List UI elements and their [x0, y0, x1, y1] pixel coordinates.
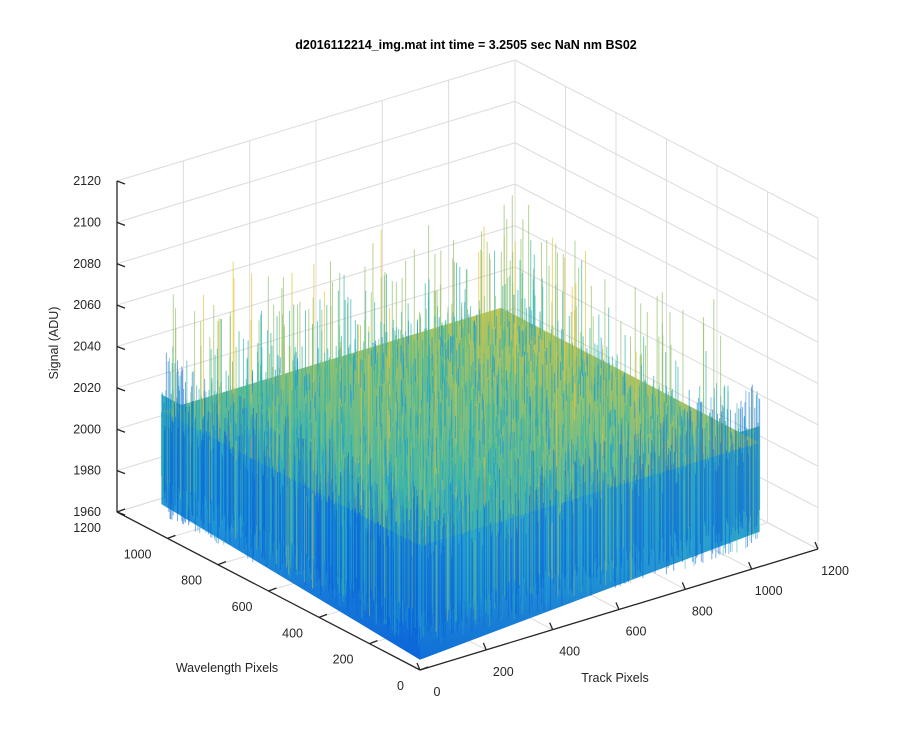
y-tick-mark [369, 640, 378, 645]
z-tick-label: 1960 [73, 505, 101, 519]
y-tick-label: 600 [232, 600, 253, 614]
x-tick-mark [681, 582, 686, 590]
x-tick-label: 800 [692, 604, 713, 618]
x-axis-label: Track Pixels [581, 671, 649, 685]
side-wall-grid-line [514, 59, 819, 219]
back-wall-grid-line [116, 266, 516, 389]
x-tick-mark [416, 662, 421, 671]
side-wall-grid-line [514, 100, 819, 260]
y-tick-label: 800 [181, 574, 202, 588]
z-tick-label: 2060 [73, 298, 101, 312]
z-tick-mark [116, 428, 126, 433]
z-tick-label: 2120 [73, 174, 101, 188]
side-wall-grid-line [514, 142, 819, 302]
side-wall-grid-line [514, 225, 819, 384]
y-tick-mark [116, 508, 126, 513]
z-tick-mark [116, 180, 126, 185]
y-tick-label: 200 [333, 653, 354, 667]
y-axis-label: Wavelength Pixels [176, 661, 278, 675]
y-tick-label: 400 [282, 626, 303, 640]
x-tick-label: 1000 [755, 584, 783, 598]
back-wall-grid-line [116, 142, 516, 265]
z-tick-label: 1980 [73, 464, 101, 478]
surface-layer [160, 195, 761, 660]
x-tick-mark [482, 642, 487, 651]
ticks-layer: 0 200 400 600 800 1000 1200 0 200 400 600 800 1000 12… [73, 174, 849, 699]
y-tick-mark [268, 587, 277, 592]
x-tick-label: 600 [626, 625, 647, 639]
z-tick-mark [116, 511, 126, 516]
z-tick-label: 2000 [73, 422, 101, 436]
z-tick-mark [116, 263, 126, 268]
z-tick-label: 2100 [73, 215, 101, 229]
z-tick-label: 2080 [73, 257, 101, 271]
x-tick-mark [748, 561, 753, 570]
y-tick-mark [318, 613, 328, 618]
side-wall-grid-line [514, 266, 819, 426]
back-wall-grid-line [116, 100, 516, 223]
y-tick-mark [419, 666, 429, 671]
z-tick-mark [116, 304, 126, 309]
z-axis-label: Signal (ADU) [47, 307, 61, 380]
z-tick-label: 2020 [73, 381, 101, 395]
x-tick-mark [549, 622, 554, 630]
z-tick-mark [116, 221, 126, 226]
x-tick-label: 200 [493, 665, 514, 679]
x-tick-label: 1200 [821, 564, 849, 578]
x-tick-label: 0 [434, 685, 441, 699]
z-tick-label: 2040 [73, 340, 101, 354]
y-tick-mark [167, 534, 176, 539]
z-tick-mark [116, 345, 126, 351]
x-tick-mark [814, 541, 819, 550]
y-tick-label: 1000 [124, 547, 152, 561]
y-tick-label: 1200 [73, 521, 101, 535]
x-tick-label: 400 [559, 645, 580, 659]
side-wall-grid-line [514, 183, 819, 343]
z-tick-mark [116, 387, 126, 392]
back-wall-grid-line [116, 59, 516, 182]
y-tick-label: 0 [397, 679, 404, 693]
x-tick-mark [615, 602, 620, 610]
back-wall-grid-line [116, 183, 516, 306]
y-tick-mark [217, 561, 227, 566]
chart-title: d2016112214_img.mat int time = 3.2505 se… [295, 38, 637, 52]
back-wall-grid-line [116, 225, 516, 347]
z-tick-mark [116, 470, 126, 475]
